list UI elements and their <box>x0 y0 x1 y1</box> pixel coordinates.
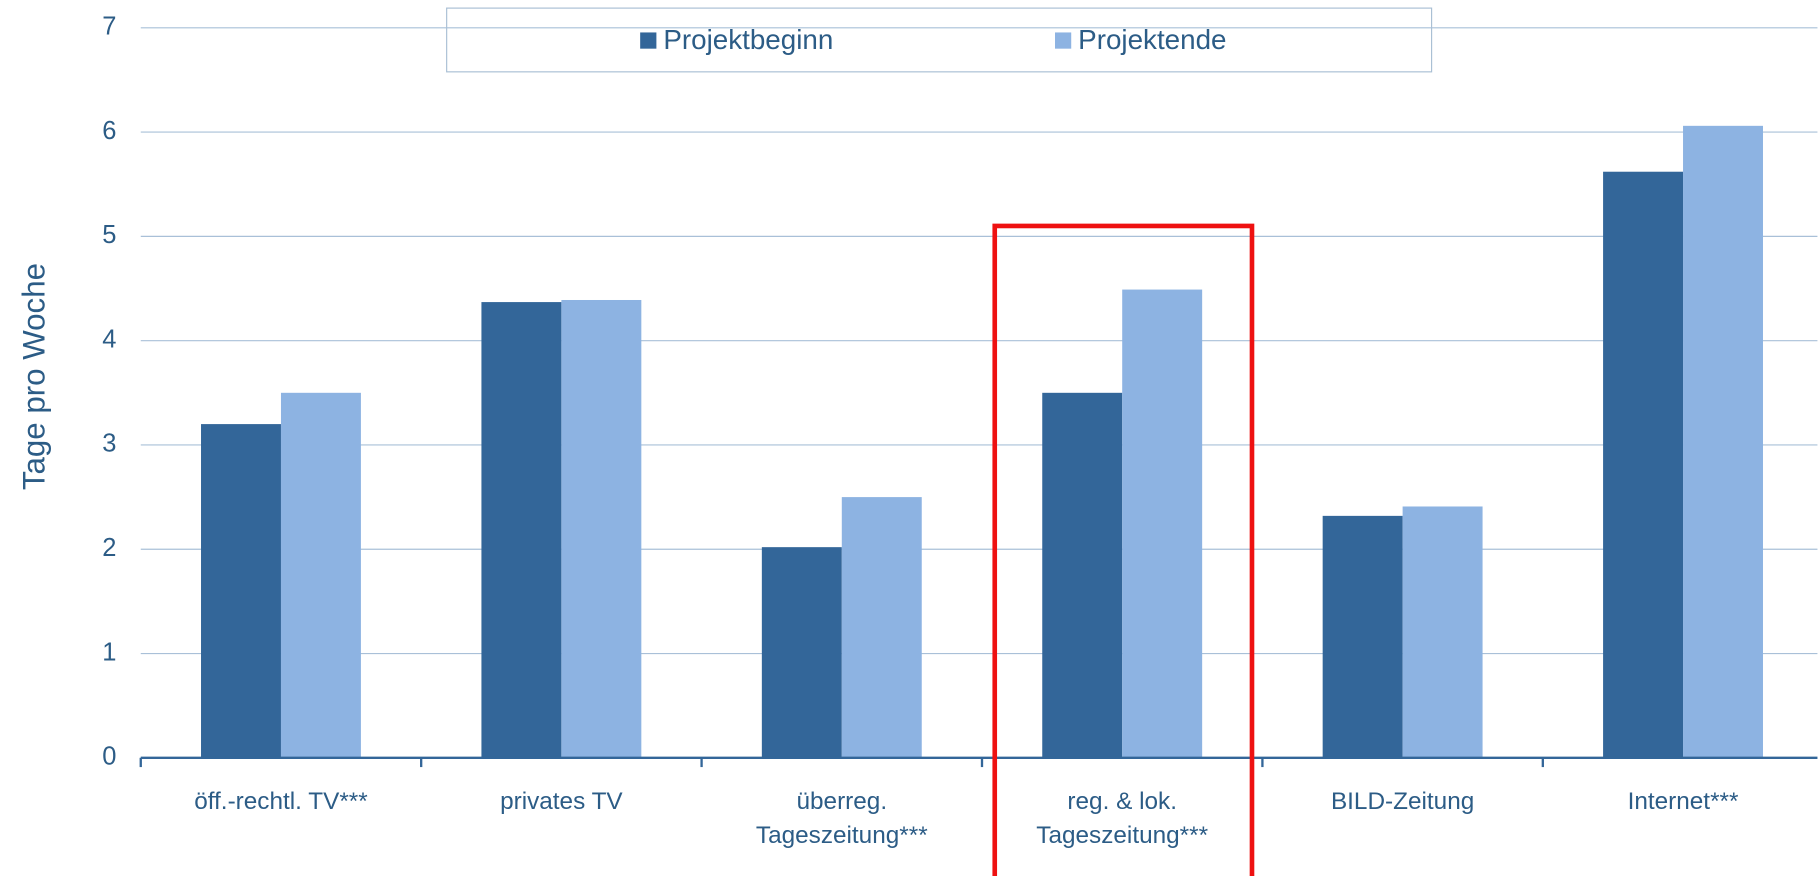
x-tick-label: öff.-rechtl. TV*** <box>194 788 368 815</box>
legend-swatch <box>1055 32 1072 49</box>
bar <box>1603 171 1684 758</box>
highlight-box <box>992 223 1255 876</box>
y-axis-label: Tage pro Woche <box>17 263 52 490</box>
x-tick-label: BILD-Zeitung <box>1331 788 1474 815</box>
bar <box>481 302 562 758</box>
bar <box>280 392 361 758</box>
legend-swatch <box>640 32 657 49</box>
bar <box>1402 506 1483 758</box>
y-tick-label: 5 <box>102 221 116 249</box>
legend-box <box>446 7 1433 73</box>
y-tick-label: 1 <box>102 638 116 666</box>
x-tick-label: überreg. Tageszeitung*** <box>756 788 928 849</box>
y-tick-label: 6 <box>102 117 116 145</box>
y-tick-label: 4 <box>102 325 116 353</box>
x-tick-label: privates TV <box>500 788 623 815</box>
bar <box>761 547 842 758</box>
y-tick-label: 2 <box>102 534 116 562</box>
bar <box>1683 125 1763 758</box>
bar <box>1322 515 1403 758</box>
bar <box>841 497 922 758</box>
y-tick-label: 0 <box>102 743 116 771</box>
bar <box>1042 392 1123 758</box>
bar <box>201 424 281 758</box>
y-tick-label: 3 <box>102 430 116 458</box>
x-tick-label: Internet*** <box>1628 788 1739 815</box>
bar <box>561 299 642 758</box>
legend-label: Projektende <box>1078 24 1226 55</box>
x-tick-label: reg. & lok. Tageszeitung*** <box>1036 788 1208 849</box>
y-tick-label: 7 <box>102 13 116 41</box>
bar <box>1122 289 1203 758</box>
legend-label: Projektbeginn <box>663 24 833 55</box>
